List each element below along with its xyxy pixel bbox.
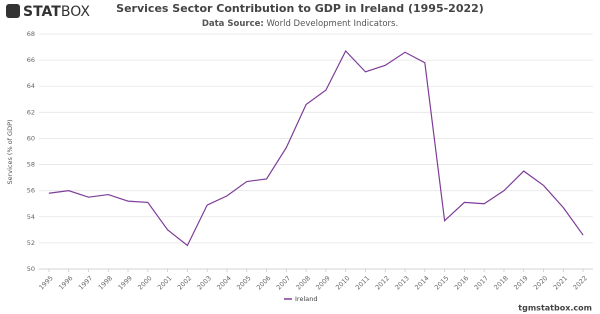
x-tick-label: 2005: [235, 274, 252, 291]
x-tick-label: 1996: [57, 274, 74, 291]
y-tick-label: 56: [27, 187, 35, 195]
legend-label: Ireland: [295, 295, 317, 303]
x-tick-label: 2004: [215, 274, 232, 291]
x-tick-label: 2019: [512, 274, 529, 291]
x-tick-label: 2015: [433, 274, 450, 291]
x-tick-label: 2008: [295, 274, 312, 291]
x-tick-label: 1997: [77, 274, 94, 291]
logo-bold: STAT: [23, 4, 61, 20]
x-tick-label: 2012: [374, 274, 391, 291]
logo-light: BOX: [61, 4, 90, 20]
x-tick-label: 2018: [492, 274, 509, 291]
x-tick-label: 2014: [413, 274, 430, 291]
x-tick-label: 1998: [97, 274, 114, 291]
x-tick-label: 2016: [453, 274, 470, 291]
x-tick-label: 2011: [354, 274, 371, 291]
source-label: Data Source:: [202, 19, 264, 29]
subtitle: Data Source: World Development Indicator…: [202, 19, 398, 29]
footer: tgmstatbox.com: [518, 304, 592, 313]
x-tick-label: 2002: [176, 274, 193, 291]
logo-icon: [6, 4, 20, 18]
x-tick-label: 2013: [394, 274, 411, 291]
x-tick-label: 1995: [37, 274, 54, 291]
chart-title: Services Sector Contribution to GDP in I…: [116, 2, 484, 15]
x-tick-label: 2009: [314, 274, 331, 291]
x-tick-label: 2000: [136, 274, 153, 291]
y-tick-label: 54: [27, 213, 35, 221]
x-tick-label: 2001: [156, 274, 173, 291]
y-tick-label: 64: [27, 82, 35, 90]
y-tick-label: 52: [27, 239, 35, 247]
y-tick-label: 58: [27, 161, 35, 169]
x-tick-label: 2021: [552, 274, 569, 291]
x-tick-label: 2010: [334, 274, 351, 291]
x-tick-label: 2003: [196, 274, 213, 291]
x-tick-label: 2007: [275, 274, 292, 291]
y-tick-label: 60: [27, 134, 35, 142]
y-tick-label: 68: [27, 30, 35, 38]
source-value: World Development Indicators.: [266, 19, 398, 29]
line: [48, 49, 584, 247]
x-tick-label: 2006: [255, 274, 272, 291]
logo: STATBOX: [23, 4, 90, 20]
x-tick-label: 2017: [473, 274, 490, 291]
y-axis-label: Services (% of GDP): [6, 119, 14, 184]
y-tick-label: 50: [27, 265, 35, 273]
x-tick-label: 2020: [532, 274, 549, 291]
x-tick-label: 2022: [572, 274, 589, 291]
y-tick-label: 66: [27, 56, 35, 64]
y-tick-label: 62: [27, 108, 35, 116]
x-tick-label: 1999: [117, 274, 134, 291]
